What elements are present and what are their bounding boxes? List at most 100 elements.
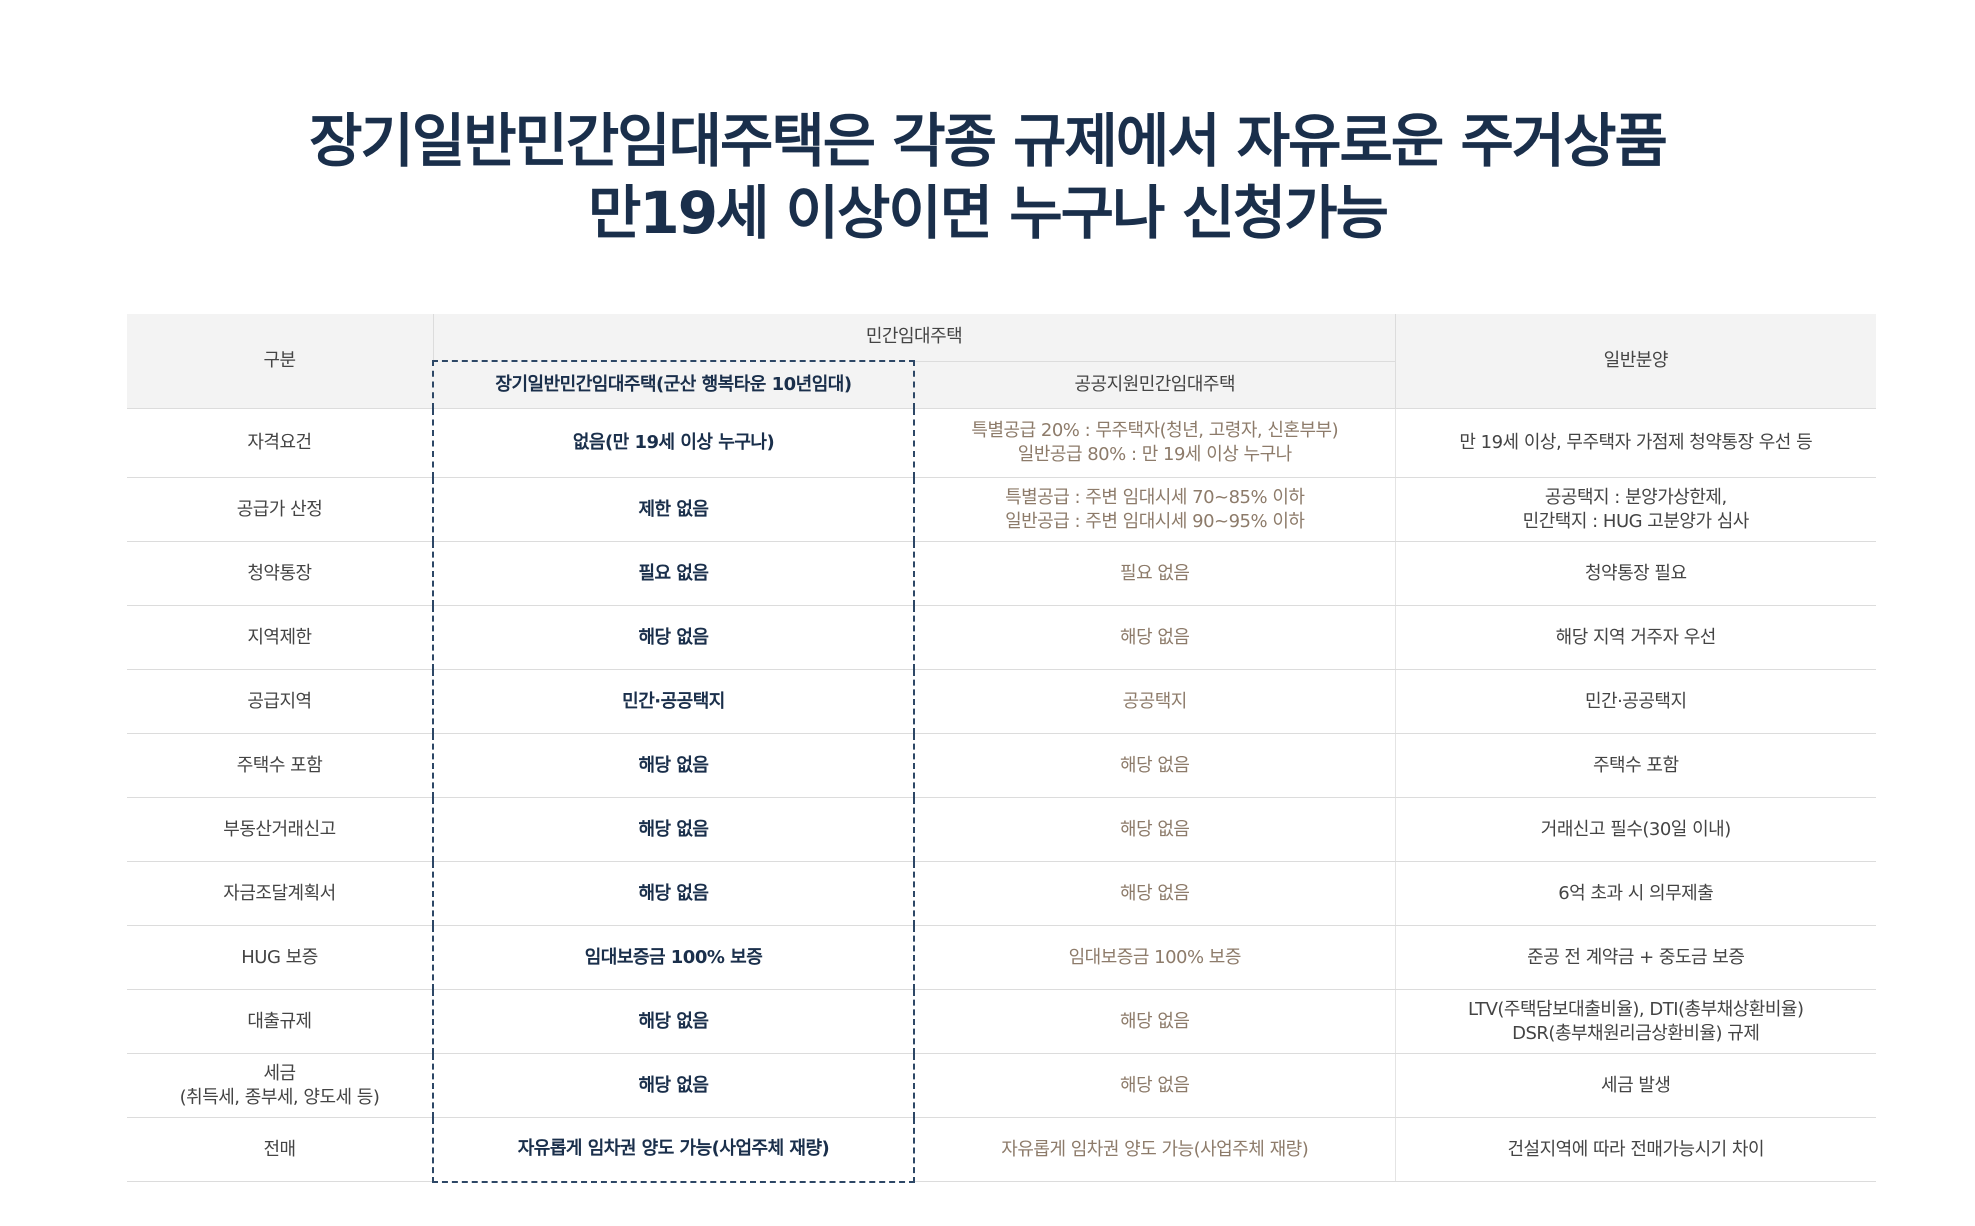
cell-text: 임대보증금 100% 보증	[584, 946, 763, 968]
table-row: 주택수 포함 해당 없음 해당 없음 주택수 포함	[127, 733, 1877, 798]
table-cell: 공급지역	[127, 669, 433, 734]
cell-text: 해당 없음	[638, 1074, 709, 1096]
table-cell: 청약통장	[127, 541, 433, 606]
table-row: 세금 (취득세, 종부세, 양도세 등) 해당 없음 해당 없음 세금 발생	[127, 1053, 1877, 1118]
table-row: 자격요건 없음(만 19세 이상 누구나) 특별공급 20% : 무주택자(청년, …	[127, 408, 1877, 478]
cell-text: (취득세, 종부세, 양도세 등)	[179, 1086, 380, 1108]
table-cell: 필요 없음	[914, 541, 1396, 606]
cell-text: 민간택지 : HUG 고분양가 심사	[1522, 510, 1750, 532]
cell-text: 청약통장	[247, 562, 312, 584]
table-cell: 해당 없음	[432, 605, 915, 670]
table-cell: 해당 없음	[432, 733, 915, 798]
title: 장기일반민간임대주택은 각종 규제에서 자유로운 주거상품 만19세 이상이면 …	[0, 105, 1975, 249]
table-cell: 자금조달계획서	[127, 861, 433, 926]
table-cell: 임대보증금 100% 보증	[432, 925, 915, 990]
table-row: 대출규제 해당 없음 해당 없음 LTV(주택담보대출비율), DTI(총부채상환비율…	[127, 989, 1877, 1054]
cell-text: 전매	[263, 1138, 296, 1160]
header-text: 민간임대주택	[865, 326, 963, 347]
table-cell: 준공 전 계약금 + 중도금 보증	[1394, 925, 1877, 990]
table-cell: 자유롭게 임차권 양도 가능(사업주체 재량)	[914, 1117, 1396, 1182]
cell-text: 지역제한	[247, 626, 312, 648]
cell-text: 세금	[263, 1062, 296, 1084]
cell-text: 민간·공공택지	[622, 690, 725, 712]
cell-text: 주택수 포함	[236, 754, 323, 776]
cell-text: 해당 없음	[1120, 882, 1190, 904]
cell-text: 해당 없음	[638, 882, 709, 904]
cell-text: 공급지역	[247, 690, 312, 712]
cell-text: 부동산거래신고	[223, 818, 336, 840]
table-cell: 해당 없음	[914, 797, 1396, 862]
table-cell: 민간·공공택지	[432, 669, 915, 734]
cell-text: 해당 없음	[638, 818, 709, 840]
table-row: 부동산거래신고 해당 없음 해당 없음 거래신고 필수(30일 이내)	[127, 797, 1877, 862]
table-body: 자격요건 없음(만 19세 이상 누구나) 특별공급 20% : 무주택자(청년, …	[127, 408, 1877, 1183]
table-cell: 해당 없음	[432, 989, 915, 1054]
header-cell: 민간임대주택	[432, 314, 1396, 362]
cell-text: 건설지역에 따라 전매가능시기 차이	[1507, 1138, 1765, 1160]
table-cell: 건설지역에 따라 전매가능시기 차이	[1394, 1117, 1877, 1182]
cell-text: 일반공급 80% : 만 19세 이상 누구나	[1017, 444, 1292, 465]
cell-text: 세금 발생	[1601, 1074, 1671, 1096]
table-row: 공급가 산정 제한 없음 특별공급 : 주변 임대시세 70~85% 이하 일반공급 …	[127, 477, 1877, 542]
cell-text: HUG 보증	[241, 946, 318, 968]
table-cell: 지역제한	[127, 605, 433, 670]
table-cell: 대출규제	[127, 989, 433, 1054]
cell-text: 만 19세 이상, 무주택자 가점제 청약통장 우선 등	[1459, 432, 1813, 453]
table-cell: 6억 초과 시 의무제출	[1394, 861, 1877, 926]
cell-text: 거래신고 필수(30일 이내)	[1540, 818, 1731, 840]
cell-text: 공공택지	[1122, 690, 1188, 712]
table-cell: 만 19세 이상, 무주택자 가점제 청약통장 우선 등	[1394, 408, 1877, 478]
cell-text: 주택수 포함	[1593, 754, 1679, 776]
cell-text: 자유롭게 임차권 양도 가능(사업주체 재량)	[1001, 1138, 1309, 1160]
table-cell: 주택수 포함	[127, 733, 433, 798]
comparison-table: 구분 민간임대주택 일반분양 장기일반민간임대주택(군산 행복타운 10년임대)…	[127, 314, 1877, 1183]
table-row: HUG 보증 임대보증금 100% 보증 임대보증금 100% 보증 준공 전 계약금…	[127, 925, 1877, 990]
cell-text: 민간·공공택지	[1584, 690, 1687, 712]
table-cell: 공공택지 : 분양가상한제, 민간택지 : HUG 고분양가 심사	[1394, 477, 1877, 542]
cell-text: 해당 없음	[638, 754, 709, 776]
cell-text: 해당 없음	[1120, 1074, 1190, 1096]
header-row: 구분 민간임대주택 일반분양	[127, 314, 1877, 409]
table-cell: 민간·공공택지	[1394, 669, 1877, 734]
cell-text: 해당 없음	[638, 1010, 709, 1032]
table-cell: 특별공급 : 주변 임대시세 70~85% 이하 일반공급 : 주변 임대시세 9…	[914, 477, 1396, 542]
table-row: 청약통장 필요 없음 필요 없음 청약통장 필요	[127, 541, 1877, 606]
cell-text: 자금조달계획서	[223, 882, 336, 904]
table-cell: 해당 지역 거주자 우선	[1394, 605, 1877, 670]
cell-text: 해당 없음	[638, 626, 709, 648]
table-cell: 해당 없음	[914, 989, 1396, 1054]
cell-text: 일반공급 : 주변 임대시세 90~95% 이하	[1005, 510, 1305, 532]
cell-text: 해당 없음	[1120, 626, 1190, 648]
cell-text: 해당 없음	[1120, 818, 1190, 840]
cell-text: 자유롭게 임차권 양도 가능(사업주체 재량)	[517, 1138, 830, 1160]
table-cell: 거래신고 필수(30일 이내)	[1394, 797, 1877, 862]
cell-text: 없음(만 19세 이상 누구나)	[572, 432, 775, 453]
table-cell: 해당 없음	[914, 1053, 1396, 1118]
cell-text: 대출규제	[247, 1010, 312, 1032]
cell-text: 준공 전 계약금 + 중도금 보증	[1527, 946, 1745, 968]
table-cell: 자격요건	[127, 408, 433, 478]
title-line: 장기일반민간임대주택은 각종 규제에서 자유로운 주거상품	[309, 107, 1668, 175]
cell-text: 해당 없음	[1120, 754, 1190, 776]
table-cell: 세금 발생	[1394, 1053, 1877, 1118]
table-cell: 청약통장 필요	[1394, 541, 1877, 606]
title-line: 만19세 이상이면 누구나 신청가능	[588, 179, 1389, 247]
table-cell: 부동산거래신고	[127, 797, 433, 862]
header-cell: 장기일반민간임대주택(군산 행복타운 10년임대)	[432, 360, 915, 409]
table-cell: 특별공급 20% : 무주택자(청년, 고령자, 신혼부부) 일반공급 80% :…	[914, 408, 1396, 478]
cell-text: 자격요건	[247, 432, 312, 453]
table-row: 전매 자유롭게 임차권 양도 가능(사업주체 재량) 자유롭게 임차권 양도 가능(…	[127, 1117, 1877, 1183]
cell-text: 필요 없음	[638, 562, 709, 584]
table-cell: 공급가 산정	[127, 477, 433, 542]
table-cell: 공공택지	[914, 669, 1396, 734]
header-text: 장기일반민간임대주택(군산 행복타운 10년임대)	[495, 374, 852, 395]
cell-text: LTV(주택담보대출비율), DTI(총부채상환비율)	[1468, 998, 1804, 1020]
header-cell: 구분	[127, 314, 433, 409]
cell-text: 청약통장 필요	[1584, 562, 1687, 584]
table-cell: 필요 없음	[432, 541, 915, 606]
cell-text: 해당 지역 거주자 우선	[1555, 626, 1717, 648]
header-row: 장기일반민간임대주택(군산 행복타운 10년임대) 공공지원민간임대주택	[127, 360, 1876, 409]
table-cell: 없음(만 19세 이상 누구나)	[432, 408, 915, 478]
cell-text: 임대보증금 100% 보증	[1068, 946, 1242, 968]
